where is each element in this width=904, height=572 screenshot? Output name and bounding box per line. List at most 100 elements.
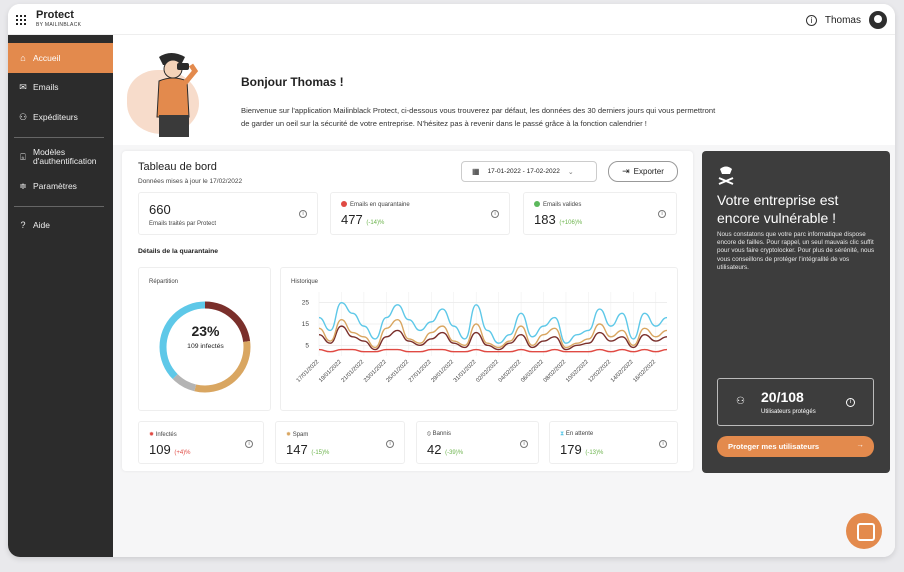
- bottom-stat-label-text: Spam: [292, 432, 309, 438]
- sidebar: ⌂ Accueil ✉ Emails ⚇ Expéditeurs ⌺ Modèles d…: [8, 35, 113, 557]
- x-tick-label: 12/02/2022: [588, 359, 613, 384]
- protected-users-box: ⚇ 20/108 Utilisateurs protégés i: [717, 378, 874, 426]
- bottom-stat-value: 42 (-39)%: [427, 442, 463, 457]
- sidebar-item-aide[interactable]: ? Aide: [8, 216, 113, 234]
- welcome-title: Bonjour Thomas !: [241, 75, 344, 89]
- bottom-stat-number: 109: [149, 442, 171, 457]
- bottom-stat-label-text: Infectés: [155, 432, 177, 438]
- bottom-stat-label: ✹ Spam: [286, 431, 308, 438]
- bottom-stat-value: 179 (-13)%: [560, 442, 603, 457]
- info-icon[interactable]: i: [386, 440, 394, 448]
- sidebar-item-accueil[interactable]: ⌂ Accueil: [8, 43, 113, 73]
- stat-value-number: 477: [341, 212, 363, 227]
- bottom-stat-number: 42: [427, 442, 442, 457]
- avatar[interactable]: [869, 11, 887, 29]
- info-icon[interactable]: i: [805, 14, 817, 26]
- promo-text: Nous constatons que votre parc informati…: [717, 231, 875, 271]
- sidebar-item-label: Aide: [33, 220, 51, 230]
- x-tick-label: 31/01/2022: [453, 359, 478, 384]
- y-tick-label: 25: [302, 300, 310, 307]
- info-icon[interactable]: i: [245, 440, 253, 448]
- bottom-stat-label-text: Bannis: [432, 431, 451, 437]
- users-icon: ⚇: [736, 396, 745, 407]
- stat-card-valid: Emails valides 183 (+106)% i: [523, 192, 677, 235]
- apps-grid-icon[interactable]: [16, 15, 26, 25]
- x-tick-label: 25/01/2022: [385, 359, 410, 384]
- app-name: Protect: [36, 9, 74, 21]
- sidebar-item-expediteurs[interactable]: ⚇ Expéditeurs: [8, 108, 113, 126]
- historique-card: Historique 5 15 25 17/01/2022 19/01/2022 21/0…: [280, 267, 678, 411]
- chevron-down-icon: ⌄: [567, 168, 574, 176]
- divider: [14, 206, 104, 207]
- ban-icon: ⦸: [427, 431, 431, 437]
- app-window: Protect BY MAILINBLACK i Thomas ⌂ Accueil…: [8, 4, 895, 557]
- dashboard-title: Tableau de bord: [138, 161, 217, 173]
- info-icon[interactable]: i: [491, 210, 499, 218]
- x-tick-label: 10/02/2022: [565, 359, 590, 384]
- info-icon[interactable]: i: [659, 440, 667, 448]
- settings-icon: ≑: [19, 180, 27, 191]
- info-icon[interactable]: i: [299, 210, 307, 218]
- chat-launcher-button[interactable]: [846, 513, 882, 549]
- stat-delta: (-14)%: [366, 220, 385, 226]
- bottom-stat-infected: ✹ Infectés 109 (+4)% i: [138, 421, 264, 464]
- sidebar-item-parametres[interactable]: ≑ Paramètres: [8, 177, 113, 195]
- bottom-stat-label: ⦸ Bannis: [427, 431, 451, 438]
- donut-segment-en-attente: [159, 301, 251, 393]
- divider: [14, 137, 104, 138]
- series-line: [318, 319, 668, 349]
- stat-card-quarantine: Emails en quarantaine 477 (-14)% i: [330, 192, 510, 235]
- bottom-stat-number: 147: [286, 442, 308, 457]
- x-tick-label: 21/01/2022: [341, 359, 366, 384]
- history-line-chart: 5 15 25 17/01/202219/01/202221/01/202223/01…: [296, 292, 668, 384]
- protected-label: Utilisateurs protégés: [761, 409, 816, 415]
- brand-logo[interactable]: Protect BY MAILINBLACK: [36, 9, 81, 29]
- security-promo-panel: Votre entreprise est encore vulnérable !…: [702, 151, 890, 473]
- info-icon[interactable]: i: [520, 440, 528, 448]
- error-icon: [341, 201, 347, 207]
- app-byline: BY MAILINBLACK: [36, 22, 82, 28]
- protect-users-button[interactable]: Proteger mes utilisateurs →: [717, 436, 874, 457]
- sidebar-item-label-line1: Modèles: [33, 147, 66, 157]
- welcome-text-line2: de garder un oeil sur la sécurité de vot…: [241, 119, 647, 128]
- repartition-card: Répartition 23% 109 infectés: [138, 267, 271, 411]
- stat-value: 183 (+106)%: [534, 212, 582, 227]
- welcome-text: Bienvenue sur l'application Mailinblack …: [241, 104, 831, 130]
- user-name[interactable]: Thomas: [824, 14, 861, 26]
- donut-percent: 23%: [191, 323, 220, 339]
- sidebar-item-label: Expéditeurs: [33, 112, 78, 122]
- bottom-stat-delta: (-39)%: [445, 450, 464, 456]
- bottom-stat-delta: (+4)%: [174, 450, 191, 456]
- series-line: [318, 301, 668, 344]
- series-line: [318, 348, 668, 353]
- stat-value: 660: [149, 202, 171, 217]
- hourglass-icon: ⧗: [560, 431, 565, 437]
- bottom-stat-delta: (-15)%: [311, 450, 330, 456]
- main-content: Bonjour Thomas ! Bienvenue sur l'applica…: [113, 35, 895, 557]
- info-icon[interactable]: i: [658, 210, 666, 218]
- bottom-stat-label: ⧗ En attente: [560, 431, 593, 438]
- x-tick-label: 06/02/2022: [520, 359, 545, 384]
- x-tick-label: 29/01/2022: [430, 359, 455, 384]
- x-tick-label: 16/02/2022: [632, 359, 657, 384]
- sidebar-item-emails[interactable]: ✉ Emails: [8, 78, 113, 96]
- stat-value: 477 (-14)%: [341, 212, 384, 227]
- bottom-stat-value: 147 (-15)%: [286, 442, 329, 457]
- x-tick-label: 04/02/2022: [498, 359, 523, 384]
- sidebar-item-modeles[interactable]: ⌺ Modèles d'authentification: [8, 146, 113, 168]
- date-range-picker[interactable]: ▦ 17-01-2022 - 17-02-2022 ⌄: [461, 161, 597, 182]
- virus-icon: ✹: [149, 432, 155, 438]
- info-icon[interactable]: i: [846, 398, 855, 407]
- sidebar-item-label-line2: d'authentification: [33, 156, 97, 166]
- bottom-stat-banned: ⦸ Bannis 42 (-39)% i: [416, 421, 539, 464]
- repartition-title: Répartition: [149, 279, 179, 285]
- export-icon: ⇥: [622, 166, 630, 176]
- x-tick-label: 23/01/2022: [363, 359, 388, 384]
- x-tick-label: 08/02/2022: [543, 359, 568, 384]
- stat-label: Emails traités par Protect: [149, 221, 217, 227]
- export-button[interactable]: ⇥ Exporter: [608, 161, 678, 182]
- sidebar-item-label: Accueil: [33, 53, 61, 63]
- y-tick-label: 5: [305, 342, 309, 349]
- x-tick-label: 02/02/2022: [475, 359, 500, 384]
- person-with-binoculars-illustration: [156, 53, 199, 137]
